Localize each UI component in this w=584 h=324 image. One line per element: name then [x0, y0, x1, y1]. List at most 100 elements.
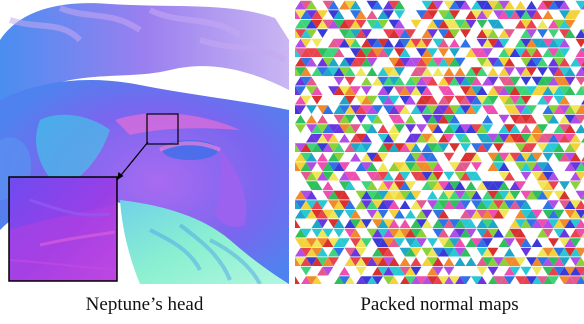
atlas-triangle	[355, 200, 367, 209]
atlas-triangle	[432, 266, 444, 276]
atlas-triangle	[482, 29, 493, 38]
atlas-triangle	[306, 57, 317, 67]
atlas-triangle	[405, 76, 416, 86]
atlas-triangle	[498, 190, 510, 200]
atlas-triangle	[355, 105, 367, 114]
atlas-triangle	[564, 162, 576, 171]
atlas-triangle	[559, 95, 570, 105]
atlas-triangle	[454, 162, 466, 171]
atlas-triangle	[399, 228, 411, 238]
atlas-triangle	[427, 171, 438, 181]
atlas-triangle	[553, 48, 565, 57]
atlas-triangle	[339, 238, 350, 247]
atlas-triangle	[317, 19, 328, 29]
atlas-triangle	[383, 171, 394, 181]
atlas-triangle	[306, 10, 317, 19]
atlas-triangle	[438, 228, 449, 238]
atlas-triangle	[355, 114, 367, 124]
atlas-triangle	[449, 228, 460, 238]
atlas-triangle	[295, 48, 301, 57]
atlas-triangle	[548, 133, 559, 143]
atlas-triangle	[520, 133, 532, 143]
atlas-triangle	[542, 76, 554, 86]
atlas-triangle	[295, 76, 306, 86]
atlas-triangle	[366, 152, 378, 162]
atlas-triangle	[504, 171, 515, 181]
atlas-triangle	[317, 228, 328, 238]
atlas-triangle	[306, 238, 317, 247]
atlas-triangle	[339, 266, 350, 276]
atlas-triangle	[559, 276, 570, 284]
atlas-triangle	[465, 219, 477, 228]
atlas-triangle	[295, 10, 301, 19]
atlas-triangle	[333, 143, 345, 152]
atlas-triangle	[295, 209, 306, 219]
atlas-triangle	[372, 76, 383, 86]
atlas-triangle	[361, 57, 372, 67]
atlas-triangle	[520, 10, 532, 19]
atlas-triangle	[377, 86, 389, 95]
atlas-triangle	[438, 95, 449, 105]
atlas-triangle	[300, 228, 312, 238]
atlas-triangle	[487, 133, 499, 143]
atlas-triangle	[493, 276, 504, 284]
atlas-triangle	[559, 10, 570, 19]
atlas-triangle	[366, 200, 378, 209]
atlas-triangle	[421, 133, 433, 143]
atlas-triangle	[515, 38, 526, 48]
atlas-triangle	[559, 86, 570, 95]
atlas-triangle	[355, 95, 367, 105]
atlas-triangle	[421, 95, 433, 105]
atlas-triangle	[487, 228, 499, 238]
atlas-triangle	[377, 171, 389, 181]
atlas-triangle	[394, 67, 405, 76]
atlas-triangle	[399, 143, 411, 152]
atlas-triangle	[482, 247, 493, 257]
atlas-triangle	[394, 29, 405, 38]
atlas-triangle	[460, 143, 471, 152]
atlas-triangle	[581, 61, 584, 67]
atlas-triangle	[515, 276, 526, 284]
atlas-triangle	[438, 238, 449, 247]
atlas-triangle	[350, 124, 361, 133]
atlas-triangle	[394, 124, 405, 133]
atlas-triangle	[465, 67, 477, 76]
atlas-triangle	[526, 257, 537, 266]
atlas-triangle	[460, 152, 471, 162]
atlas-triangle	[339, 181, 350, 190]
atlas-triangle	[421, 247, 433, 257]
atlas-triangle	[416, 67, 427, 76]
atlas-triangle	[350, 209, 361, 219]
atlas-triangle	[471, 48, 482, 57]
atlas-triangle	[344, 247, 356, 257]
atlas-triangle	[454, 105, 466, 114]
atlas-triangle	[477, 276, 487, 284]
atlas-triangle	[476, 10, 488, 19]
atlas-triangle	[339, 133, 350, 143]
atlas-triangle	[388, 200, 400, 209]
atlas-triangle	[520, 114, 532, 124]
atlas-triangle	[372, 114, 383, 124]
atlas-triangle	[515, 95, 526, 105]
atlas-triangle	[443, 247, 455, 257]
atlas-triangle	[493, 57, 504, 67]
beard-region	[120, 200, 289, 284]
atlas-triangle	[515, 105, 526, 114]
atlas-triangle	[350, 57, 361, 67]
atlas-triangle	[564, 67, 576, 76]
atlas-triangle	[476, 219, 488, 228]
atlas-triangle	[559, 133, 570, 143]
atlas-triangle	[509, 152, 521, 162]
atlas-triangle	[322, 257, 334, 266]
atlas-triangle	[526, 38, 537, 48]
atlas-triangle	[504, 67, 515, 76]
atlas-triangle	[504, 266, 515, 276]
atlas-triangle	[504, 76, 515, 86]
atlas-triangle	[531, 190, 543, 200]
atlas-triangle	[548, 114, 559, 124]
atlas-triangle	[542, 181, 554, 190]
atlas-triangle	[526, 48, 537, 57]
atlas-triangle	[454, 57, 466, 67]
atlas-triangle	[399, 171, 411, 181]
atlas-triangle	[498, 10, 510, 19]
